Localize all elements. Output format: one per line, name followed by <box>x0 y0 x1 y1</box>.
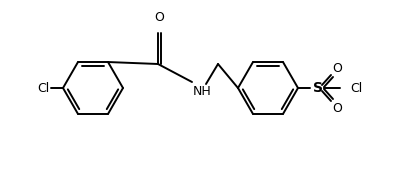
Text: O: O <box>154 11 164 24</box>
Text: Cl: Cl <box>37 82 49 95</box>
Text: Cl: Cl <box>350 82 362 95</box>
Text: O: O <box>332 102 342 115</box>
Text: NH: NH <box>193 85 212 98</box>
Text: O: O <box>332 62 342 75</box>
Text: S: S <box>313 81 323 95</box>
